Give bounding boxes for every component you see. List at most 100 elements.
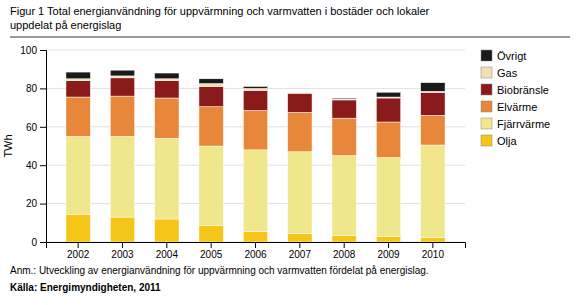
bar [199,86,223,106]
x-tick-label: 2002 [67,249,90,260]
bar [110,96,134,136]
series [66,76,445,100]
legend-item: Övrigt [481,50,526,62]
bar [421,92,445,115]
bar [155,138,179,219]
bar [376,158,400,237]
legend-item: Elvärme [481,101,537,113]
bar [110,76,134,78]
bar [332,98,356,100]
chart: Figur 1 Total energianvändning för uppvä… [0,0,580,305]
tick-mark [40,165,46,166]
legend-label: Övrigt [497,50,526,62]
bar [332,100,356,118]
legend-label: Fjärrvärme [497,118,550,130]
y-tick-label: 100 [20,45,37,56]
legend-label: Elvärme [497,101,537,113]
grid [46,50,465,242]
legend-item: Fjärrvärme [481,118,550,130]
legend-swatch [481,84,492,95]
grid-line [46,50,465,51]
bar [243,88,267,90]
tick-mark [299,242,300,248]
x-tick-label: 2010 [422,249,445,260]
legend-swatch [481,50,492,61]
y-tick: 80 [26,83,46,94]
y-tick-label: 20 [26,198,38,209]
x-tick-label: 2007 [289,249,312,260]
bar [199,226,223,242]
bar [376,236,400,242]
y-axis-label: TWh [2,134,14,157]
tick-mark [40,88,46,89]
title: Figur 1 Total energianvändning för uppvä… [10,5,430,17]
x-tick: 2006 [244,242,267,260]
x-axis: 200220032004200520062007200820092010 [47,242,466,260]
y-tick: 100 [20,45,46,56]
bar [288,233,312,242]
legend-swatch [481,135,492,146]
bar [199,79,223,84]
bar [288,112,312,151]
bar [66,214,90,242]
x-tick: 2004 [156,242,179,260]
axis-line [47,243,466,249]
legend-item: Olja [481,135,517,147]
bar [421,115,445,145]
y-tick-label: 0 [31,237,37,248]
bar [155,79,179,81]
bar [110,136,134,217]
tick-mark [255,242,256,248]
bar [155,219,179,242]
bar [421,83,445,92]
x-tick-label: 2009 [377,249,400,260]
bar [376,122,400,158]
bar [199,84,223,87]
bar [288,92,312,94]
x-tick: 2010 [422,242,445,260]
bar [421,237,445,242]
bar [66,81,90,97]
tick-mark [40,242,46,243]
tick-mark [78,242,79,248]
y-tick: 0 [31,237,46,248]
x-tick-label: 2005 [200,249,223,260]
bar [243,231,267,242]
bar [243,90,267,110]
series [66,70,445,99]
legend-swatch [481,67,492,78]
y-axis: 0 20 40 60 80 100 [20,45,46,248]
bar [110,78,134,96]
y-tick-label: 80 [26,83,38,94]
bar [199,107,223,146]
bar [155,98,179,138]
footnote: Källa: Energimyndigheten, 2011 [10,282,161,293]
bar [376,98,400,122]
tick-mark [166,242,167,248]
y-tick: 60 [26,122,46,133]
bar [288,152,312,234]
x-tick: 2003 [111,242,134,260]
bar [110,217,134,242]
bar [199,146,223,226]
x-tick: 2002 [67,242,90,260]
bar [288,93,312,112]
legend-label: Biobränsle [497,84,549,96]
tick-mark [40,127,46,128]
y-tick-label: 60 [26,122,38,133]
tick-mark [432,242,433,248]
bar [155,81,179,98]
x-tick-label: 2003 [111,249,134,260]
legend-swatch [481,101,492,112]
y-tick-label: 40 [26,160,38,171]
legend-swatch [481,118,492,129]
x-tick: 2007 [289,242,312,260]
legend-item: Biobränsle [481,84,549,96]
tick-mark [344,242,345,248]
bar [66,97,90,136]
bar [332,98,356,100]
y-tick: 40 [26,160,46,171]
bar [243,150,267,232]
subtitle: uppdelat på energislag [10,19,121,31]
bar [66,72,90,79]
